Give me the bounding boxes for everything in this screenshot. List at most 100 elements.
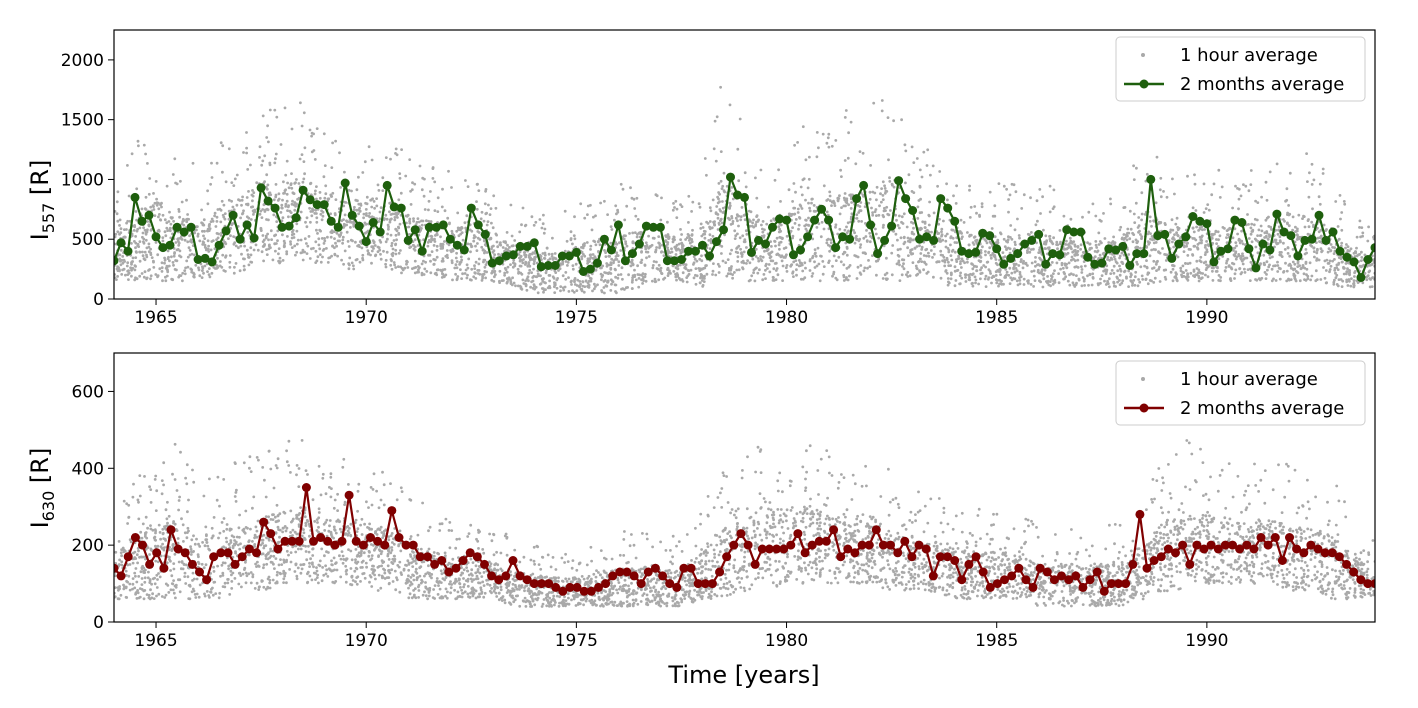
scatter-point (677, 242, 681, 246)
scatter-point (119, 259, 122, 263)
scatter-point (862, 236, 866, 240)
scatter-point (336, 239, 340, 243)
scatter-point (142, 275, 146, 279)
scatter-point (943, 260, 947, 264)
scatter-point (285, 250, 289, 254)
scatter-point (896, 224, 900, 227)
scatter-point (1071, 281, 1075, 285)
scatter-point (1340, 228, 1344, 232)
scatter-point (1100, 274, 1104, 277)
scatter-point (1066, 279, 1070, 283)
scatter-point (1080, 271, 1084, 274)
scatter-point (1211, 269, 1214, 273)
scatter-point (134, 256, 138, 259)
scatter-point (230, 181, 234, 185)
scatter-point (596, 283, 599, 287)
scatter-point (642, 279, 645, 282)
scatter-point (466, 185, 470, 189)
scatter-point (720, 252, 723, 255)
scatter-point (912, 226, 915, 230)
scatter-point (993, 235, 997, 239)
scatter-point (531, 276, 535, 279)
scatter-point (700, 254, 703, 258)
scatter-point (137, 144, 140, 148)
scatter-point (1327, 247, 1331, 251)
scatter-point (1072, 249, 1076, 253)
scatter-point (943, 264, 947, 268)
scatter-point (1066, 251, 1070, 255)
scatter-point (323, 239, 327, 243)
scatter-point (295, 242, 299, 246)
scatter-point (1264, 218, 1268, 222)
scatter-point (1048, 184, 1052, 188)
scatter-point (494, 206, 498, 210)
scatter-point (739, 247, 742, 251)
scatter-point (1138, 280, 1142, 284)
scatter-point (936, 184, 939, 188)
scatter-point (1150, 224, 1153, 228)
scatter-point (811, 237, 815, 241)
scatter-point (207, 250, 211, 253)
scatter-point (197, 266, 200, 270)
scatter-point (191, 161, 195, 165)
scatter-point (436, 268, 440, 272)
scatter-point (221, 170, 224, 174)
scatter-point (687, 239, 691, 242)
scatter-point (1206, 203, 1210, 207)
scatter-point (1277, 225, 1281, 229)
scatter-point (348, 220, 352, 224)
scatter-point (406, 213, 410, 217)
scatter-point (647, 255, 651, 258)
scatter-point (777, 168, 780, 172)
scatter-point (970, 282, 974, 285)
scatter-point (1030, 231, 1033, 234)
scatter-point (1216, 230, 1220, 234)
scatter-point (1125, 276, 1128, 280)
scatter-point (644, 279, 648, 283)
scatter-point (1148, 219, 1152, 223)
scatter-point (892, 119, 895, 123)
scatter-point (183, 269, 187, 272)
scatter-point (1339, 244, 1343, 248)
scatter-point (1266, 268, 1269, 272)
scatter-point (1225, 236, 1228, 240)
scatter-point (439, 268, 443, 272)
scatter-point (858, 246, 862, 249)
scatter-point (882, 223, 885, 227)
scatter-point (681, 250, 684, 254)
scatter-point (1247, 237, 1251, 240)
scatter-point (1274, 279, 1278, 282)
scatter-point (114, 232, 118, 236)
scatter-point (147, 223, 151, 227)
scatter-point (384, 265, 388, 269)
scatter-point (752, 225, 756, 229)
scatter-point (1157, 267, 1161, 271)
scatter-point (630, 196, 634, 200)
scatter-point (430, 250, 434, 254)
scatter-point (247, 255, 250, 259)
scatter-point (672, 202, 675, 205)
scatter-point (836, 199, 840, 203)
scatter-point (920, 248, 924, 251)
scatter-point (1083, 264, 1087, 268)
scatter-point (562, 288, 566, 292)
scatter-point (906, 270, 910, 274)
scatter-point (1240, 239, 1244, 243)
scatter-point (474, 244, 477, 248)
scatter-point (423, 208, 427, 211)
scatter-point (1065, 266, 1069, 269)
scatter-point (694, 282, 698, 286)
scatter-point (1254, 278, 1257, 281)
scatter-point (219, 208, 223, 212)
scatter-point (521, 261, 525, 265)
scatter-point (1295, 238, 1299, 241)
scatter-point (315, 228, 318, 232)
scatter-point (940, 230, 943, 234)
scatter-point (963, 273, 967, 276)
scatter-point (176, 237, 180, 241)
scatter-point (946, 283, 950, 287)
scatter-point (833, 204, 837, 208)
scatter-point (980, 202, 984, 206)
scatter-point (728, 201, 732, 205)
scatter-point (1029, 283, 1033, 286)
